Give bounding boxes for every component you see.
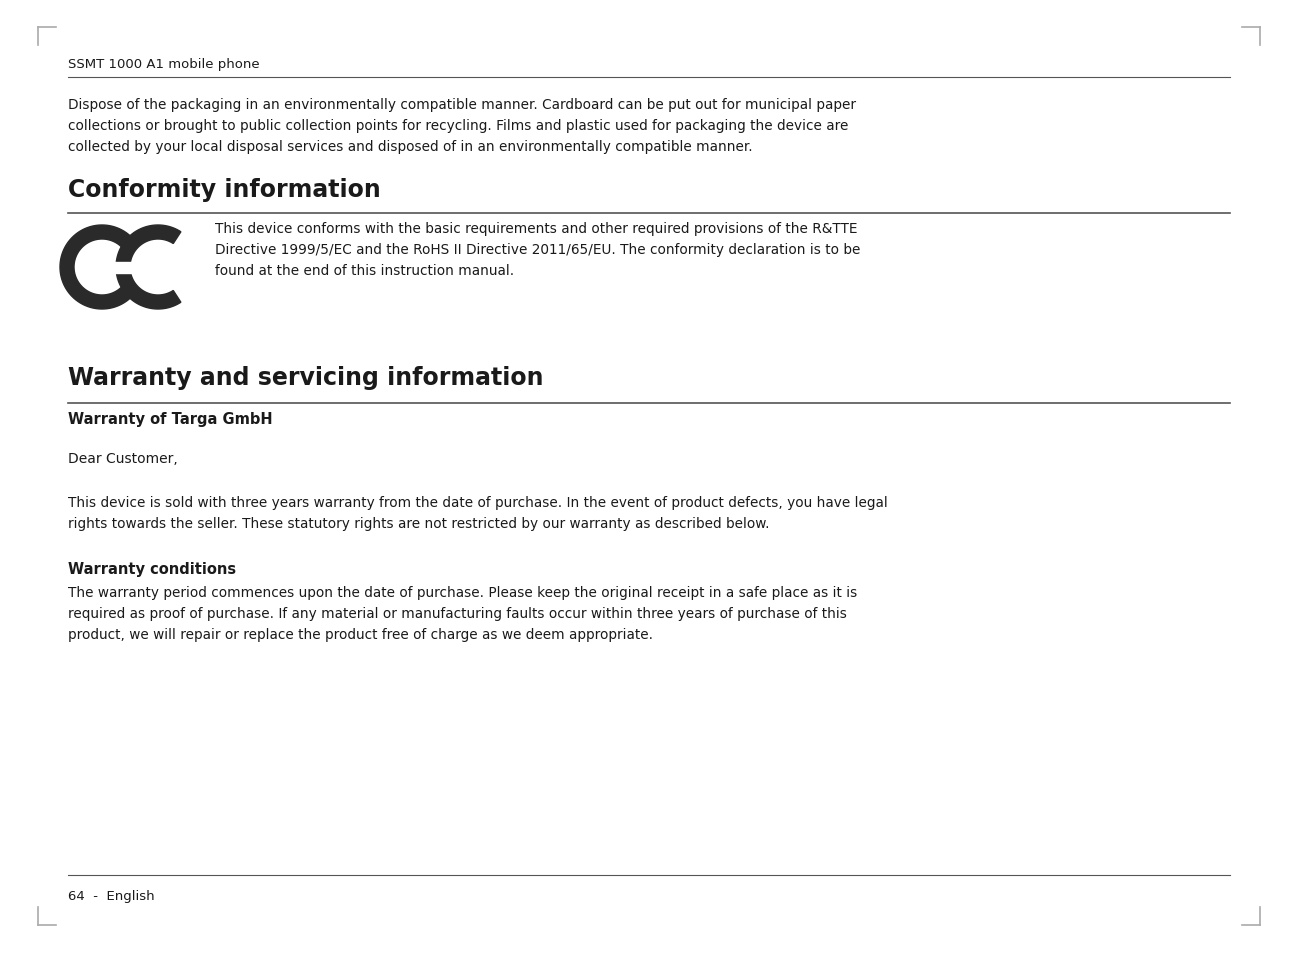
Text: This device conforms with the basic requirements and other required provisions o: This device conforms with the basic requ… <box>215 222 861 278</box>
Polygon shape <box>116 226 180 310</box>
Bar <box>113 262 158 274</box>
Text: Dear Customer,: Dear Customer, <box>67 452 178 465</box>
Text: Conformity information: Conformity information <box>67 178 380 202</box>
Text: Warranty of Targa GmbH: Warranty of Targa GmbH <box>67 412 273 427</box>
Text: Warranty and servicing information: Warranty and servicing information <box>67 366 544 390</box>
Polygon shape <box>60 226 134 310</box>
Text: The warranty period commences upon the date of purchase. Please keep the origina: The warranty period commences upon the d… <box>67 585 857 641</box>
Text: Warranty conditions: Warranty conditions <box>67 561 236 577</box>
Text: 64  -  English: 64 - English <box>67 889 154 902</box>
Text: Dispose of the packaging in an environmentally compatible manner. Cardboard can : Dispose of the packaging in an environme… <box>67 98 855 154</box>
Text: SSMT 1000 A1 mobile phone: SSMT 1000 A1 mobile phone <box>67 58 260 71</box>
Text: This device is sold with three years warranty from the date of purchase. In the : This device is sold with three years war… <box>67 496 888 531</box>
